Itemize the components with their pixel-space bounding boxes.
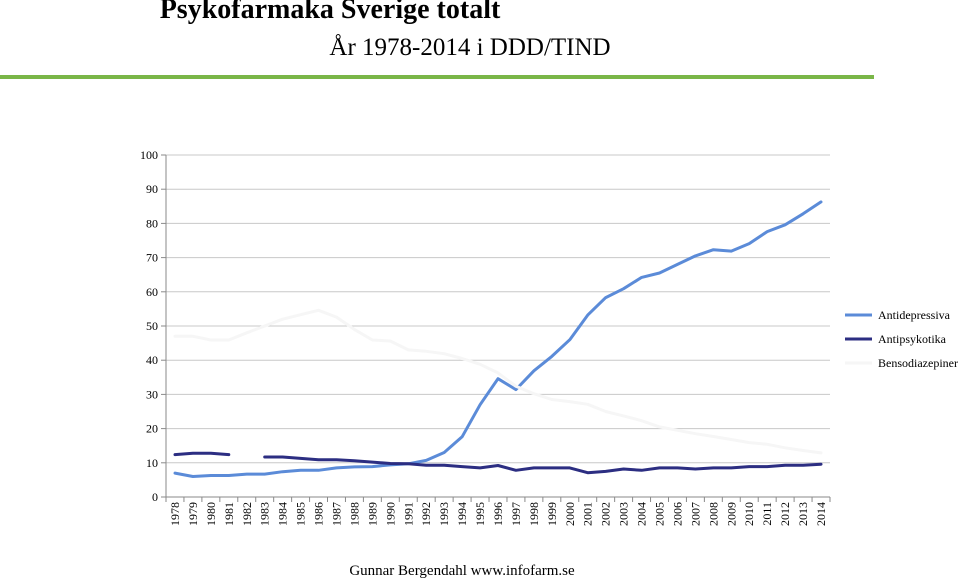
x-tick-label: 1998 — [527, 502, 541, 526]
y-tick-label: 80 — [146, 216, 158, 230]
series-line-antipsykotika-1 — [173, 451, 231, 457]
x-tick-label: 1979 — [186, 502, 200, 526]
x-tick-labels: 1978 1979 1980 1981 1982 1983 1984 1985 1986 1987… — [168, 502, 828, 526]
series-lines — [173, 200, 823, 478]
x-tick-label: 2009 — [724, 502, 738, 526]
series-line-antipsykotika-2 — [263, 455, 823, 475]
y-tick-label: 90 — [146, 182, 158, 196]
legend-label-antidepressiva: Antidepressiva — [878, 308, 951, 322]
y-tick-label: 100 — [140, 148, 158, 162]
x-tick-label: 1993 — [437, 502, 451, 526]
y-tick-label: 40 — [146, 353, 158, 367]
y-tick-label: 30 — [146, 387, 158, 401]
x-tick-label: 2005 — [653, 502, 667, 526]
footer-credit: Gunnar Bergendahl www.infofarm.se — [0, 563, 960, 580]
x-tick-label: 2014 — [814, 502, 828, 526]
x-tick-label: 1987 — [329, 502, 343, 526]
x-tick-label: 1982 — [240, 502, 254, 526]
chart-subtitle: År 1978-2014 i DDD/TIND — [329, 34, 611, 61]
y-tick-label: 10 — [146, 456, 158, 470]
x-tick-label: 2002 — [599, 502, 613, 526]
series-line-antidepressiva — [173, 200, 823, 478]
title-rule — [0, 75, 874, 79]
grid-lines — [161, 154, 831, 502]
x-tick-label: 1989 — [365, 502, 379, 526]
legend-label-antipsykotika: Antipsykotika — [878, 332, 947, 346]
x-tick-label: 1985 — [294, 502, 308, 526]
y-tick-label: 20 — [146, 422, 158, 436]
x-tick-label: 1992 — [419, 502, 433, 526]
x-tick-label: 2013 — [796, 502, 810, 526]
footer-credit-text: Gunnar Bergendahl www.infofarm.se — [349, 563, 575, 579]
legend-label-bensodiazepiner: Bensodiazepiner — [878, 356, 958, 370]
x-tick-label: 2000 — [563, 502, 577, 526]
x-tick-label: 1988 — [347, 502, 361, 526]
x-tick-label: 1999 — [545, 502, 559, 526]
x-tick-label: 1983 — [258, 502, 272, 526]
x-tick-label: 2007 — [688, 502, 702, 526]
y-tick-labels: 0 10 20 30 40 50 60 70 80 90 100 — [140, 148, 158, 504]
x-tick-label: 1978 — [168, 502, 182, 526]
x-tick-label: 1994 — [455, 502, 469, 526]
x-tick-label: 1990 — [383, 502, 397, 526]
x-tick-label: 2010 — [742, 502, 756, 526]
x-tick-label: 1991 — [401, 502, 415, 526]
x-tick-label: 2012 — [778, 502, 792, 526]
legend: Antidepressiva Antipsykotika Bensodiazepin… — [845, 308, 958, 370]
series-line-bensodiazepiner — [173, 308, 823, 455]
x-tick-label: 1986 — [312, 502, 326, 526]
x-tick-label: 2004 — [635, 502, 649, 526]
x-tick-label: 1996 — [491, 502, 505, 526]
x-tick-label: 1984 — [276, 502, 290, 526]
chart-title: Psykofarmaka Sverige totalt — [159, 0, 501, 25]
y-tick-label: 60 — [146, 285, 158, 299]
x-tick-label: 1980 — [204, 502, 218, 526]
y-tick-label: 70 — [146, 251, 158, 265]
x-tick-label: 2008 — [706, 502, 720, 526]
y-tick-label: 50 — [146, 319, 158, 333]
x-tick-label: 1981 — [222, 502, 236, 526]
y-tick-label: 0 — [152, 490, 158, 504]
x-tick-label: 2003 — [617, 502, 631, 526]
x-tick-label: 1997 — [509, 502, 523, 526]
x-tick-label: 2006 — [670, 502, 684, 526]
x-tick-label: 1995 — [473, 502, 487, 526]
x-tick-label: 2001 — [581, 502, 595, 526]
x-tick-label: 2011 — [760, 502, 774, 526]
